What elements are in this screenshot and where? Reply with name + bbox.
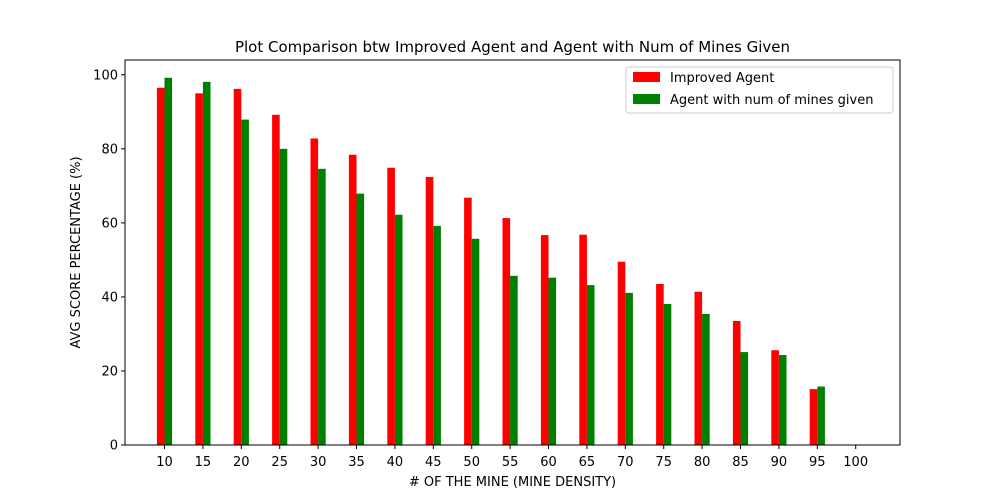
bar-improved-agent-30 [310, 138, 319, 446]
bar-improved-agent-85 [732, 320, 741, 445]
x-tick-label: 60 [540, 455, 557, 470]
legend: Improved Agent Agent with num of mines g… [625, 66, 894, 114]
bar-agent-with-num-of-mines-given-55 [510, 275, 518, 445]
legend-swatch-improved-agent [633, 72, 660, 82]
bar-improved-agent-75 [656, 283, 664, 445]
y-tick-label: 80 [101, 142, 118, 157]
bar-improved-agent-60 [540, 235, 549, 445]
bar-agent-with-num-of-mines-given-15 [202, 81, 211, 445]
bar-agent-with-num-of-mines-given-50 [471, 238, 480, 445]
bar-agent-with-num-of-mines-given-25 [279, 148, 288, 445]
bar-agent-with-num-of-mines-given-90 [778, 355, 787, 445]
bar-agent-with-num-of-mines-given-30 [318, 168, 326, 445]
bar-improved-agent-15 [195, 93, 203, 445]
x-axis: 10 15 20 25 30 35 40 45 50 55 60 65 70 75 80 85 90 95 100 [156, 445, 868, 470]
x-tick-label: 75 [655, 455, 672, 470]
x-tick-label: 80 [694, 455, 711, 470]
bar-improved-agent-20 [233, 88, 242, 446]
bar-agent-with-num-of-mines-given-65 [586, 285, 595, 445]
x-tick-label: 55 [502, 455, 519, 470]
x-tick-label: 50 [463, 455, 480, 470]
y-tick-label: 20 [101, 364, 118, 379]
bar-agent-with-num-of-mines-given-80 [702, 313, 710, 445]
x-tick-label: 45 [425, 455, 442, 470]
bar-agent-with-num-of-mines-given-70 [625, 292, 633, 445]
y-tick-label: 0 [110, 439, 118, 454]
x-axis-label: # OF THE MINE (MINE DENSITY) [409, 475, 616, 490]
bar-improved-agent-40 [387, 167, 395, 446]
bar-agent-with-num-of-mines-given-10 [164, 77, 173, 446]
x-tick-label: 85 [732, 455, 749, 470]
legend-frame [625, 66, 894, 114]
legend-swatch-agent-with-num-of-mines-given [633, 94, 660, 104]
legend-label-agent-with-num-of-mines-given: Agent with num of mines given [670, 93, 873, 108]
x-tick-label: 35 [348, 455, 365, 470]
x-tick-label: 90 [771, 455, 788, 470]
x-tick-label: 10 [156, 455, 173, 470]
bar-improved-agent-65 [579, 234, 587, 445]
y-axis: 0 20 40 60 80 100 [93, 68, 125, 454]
bar-agent-with-num-of-mines-given-85 [740, 352, 749, 445]
legend-label-improved-agent: Improved Agent [670, 71, 774, 86]
x-tick-label: 65 [579, 455, 596, 470]
x-tick-label: 25 [271, 455, 288, 470]
bar-agent-with-num-of-mines-given-60 [548, 277, 557, 445]
y-tick-label: 40 [101, 290, 118, 305]
x-tick-label: 15 [195, 455, 212, 470]
x-tick-label: 100 [843, 455, 868, 470]
bar-improved-agent-25 [272, 114, 280, 445]
y-axis-label: AVG SCORE PERCENTAGE (%) [69, 156, 84, 348]
bar-agent-with-num-of-mines-given-75 [663, 303, 672, 445]
bar-agent-with-num-of-mines-given-95 [817, 386, 825, 445]
bar-agent-with-num-of-mines-given-35 [356, 193, 365, 445]
bar-agent-with-num-of-mines-given-45 [433, 225, 441, 445]
bar-improved-agent-10 [156, 87, 165, 445]
x-tick-label: 70 [617, 455, 634, 470]
bar-improved-agent-45 [425, 176, 434, 446]
x-tick-label: 40 [387, 455, 404, 470]
x-tick-label: 95 [809, 455, 826, 470]
y-tick-label: 100 [93, 68, 118, 83]
bar-improved-agent-95 [809, 389, 818, 445]
plot-area-frame [124, 59, 901, 446]
bar-improved-agent-90 [771, 350, 779, 445]
x-tick-label: 20 [233, 455, 250, 470]
bar-improved-agent-55 [502, 218, 511, 445]
x-tick-label: 30 [310, 455, 327, 470]
bar-improved-agent-50 [464, 197, 472, 445]
y-tick-label: 60 [101, 216, 118, 231]
bar-agent-with-num-of-mines-given-20 [241, 119, 249, 445]
bar-improved-agent-35 [348, 154, 357, 445]
bar-improved-agent-70 [617, 261, 626, 445]
chart-title: Plot Comparison btw Improved Agent and A… [235, 38, 790, 56]
bar-agent-with-num-of-mines-given-40 [394, 214, 403, 445]
bar-improved-agent-80 [694, 291, 703, 445]
bars [156, 77, 825, 446]
